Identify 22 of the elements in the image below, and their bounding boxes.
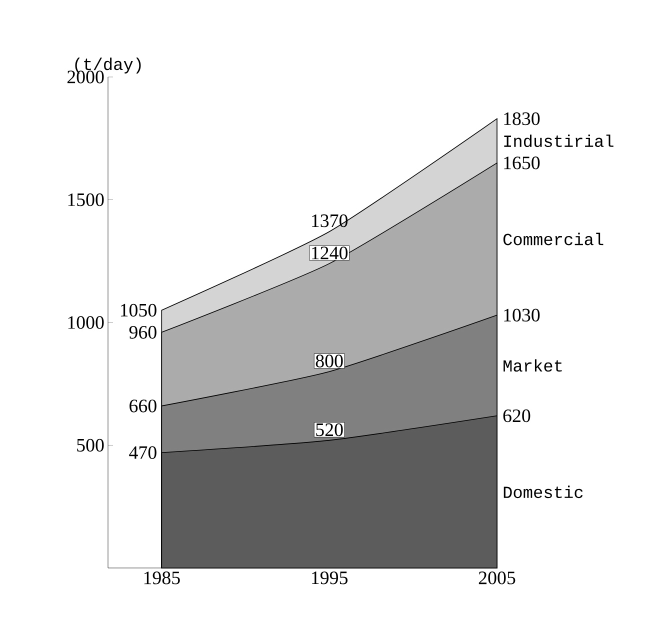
data-label: 1830 [504,112,540,126]
series-label: Domestic [504,486,583,498]
data-label: 660 [130,400,156,412]
data-label: 1050 [120,304,156,317]
data-label: 470 [129,446,156,459]
series-label: Market [504,359,562,372]
data-label: 520 [316,423,343,436]
y-tick-label: 1500 [68,193,104,206]
data-label: 1650 [504,156,540,170]
y-tick-label: 500 [77,438,104,452]
data-label: 800 [316,354,343,368]
x-tick-label: 1995 [312,572,348,584]
data-label: 1030 [504,308,540,322]
data-label: 960 [129,326,156,339]
data-label: 1370 [312,214,348,228]
y-tick-label: 1000 [68,316,104,329]
series-label: Commercial [503,232,604,246]
x-tick-label: 1985 [144,572,180,584]
series-label: Industirial [504,134,614,148]
x-tick-label: 2005 [478,572,516,584]
data-label: 620 [503,409,530,422]
data-label: 1240 [312,246,348,260]
